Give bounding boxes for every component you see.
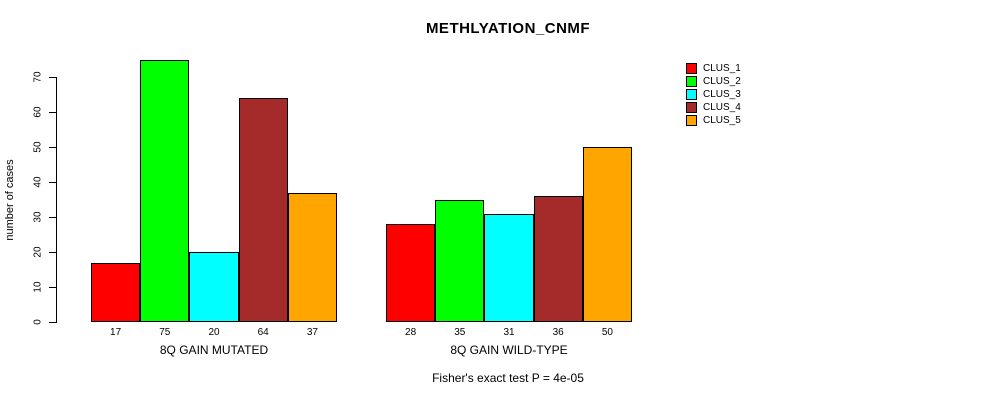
y-tick-label: 30 — [32, 211, 44, 223]
legend-swatch — [686, 115, 697, 126]
y-tick-label: 40 — [32, 176, 44, 188]
y-tick-label: 50 — [32, 141, 44, 153]
group-label: 8Q GAIN MUTATED — [159, 343, 269, 357]
legend: CLUS_1 CLUS_2 CLUS_3 CLUS_4 CLUS_5 — [686, 62, 741, 127]
bar-clus_2 — [140, 59, 190, 322]
legend-swatch — [686, 102, 697, 113]
legend-label: CLUS_2 — [703, 76, 741, 87]
legend-item: CLUS_5 — [686, 114, 741, 127]
legend-item: CLUS_4 — [686, 101, 741, 114]
bar-value-label: 20 — [208, 327, 220, 338]
bar-clus_4 — [238, 98, 288, 322]
y-axis-tick — [49, 182, 56, 183]
legend-swatch — [686, 89, 697, 100]
y-axis-line — [56, 77, 57, 323]
chart-title: METHLYATION_CNMF — [425, 20, 591, 37]
legend-item: CLUS_3 — [686, 88, 741, 101]
legend-swatch — [686, 63, 697, 74]
y-axis-tick — [49, 147, 56, 148]
legend-label: CLUS_3 — [703, 89, 741, 100]
y-axis-tick — [49, 217, 56, 218]
bar-clus_1 — [386, 224, 436, 322]
bar-value-label: 50 — [601, 327, 613, 338]
legend-item: CLUS_2 — [686, 75, 741, 88]
y-tick-label: 70 — [32, 71, 44, 83]
bar-value-label: 75 — [159, 327, 171, 338]
y-tick-label: 20 — [32, 246, 44, 258]
y-axis-tick — [49, 112, 56, 113]
y-tick-label: 60 — [32, 106, 44, 118]
bar-clus_5 — [287, 192, 337, 322]
bar-clus_2 — [435, 199, 485, 322]
legend-label: CLUS_4 — [703, 102, 741, 113]
bar-clus_3 — [484, 213, 534, 322]
bar-value-label: 36 — [552, 327, 564, 338]
y-tick-label: 0 — [32, 319, 44, 325]
y-tick-label: 10 — [32, 281, 44, 293]
footer-annotation: Fisher's exact test P = 4e-05 — [432, 371, 584, 385]
group-label: 8Q GAIN WILD-TYPE — [450, 343, 568, 357]
bar-value-label: 64 — [257, 327, 269, 338]
y-axis-tick — [49, 252, 56, 253]
legend-item: CLUS_1 — [686, 62, 741, 75]
bar-value-label: 31 — [503, 327, 515, 338]
legend-label: CLUS_1 — [703, 63, 741, 74]
bar-value-label: 17 — [110, 327, 122, 338]
bar-clus_5 — [582, 147, 632, 322]
legend-label: CLUS_5 — [703, 115, 741, 126]
y-axis-label: number of cases — [4, 159, 16, 241]
bar-value-label: 37 — [306, 327, 318, 338]
bar-clus_3 — [189, 252, 239, 322]
bar-clus_4 — [533, 196, 583, 322]
y-axis-tick — [49, 322, 56, 323]
bar-value-label: 28 — [405, 327, 417, 338]
bar-value-label: 35 — [454, 327, 466, 338]
bar-clus_1 — [91, 262, 141, 322]
legend-swatch — [686, 76, 697, 87]
y-axis-tick — [49, 77, 56, 78]
y-axis-tick — [49, 287, 56, 288]
